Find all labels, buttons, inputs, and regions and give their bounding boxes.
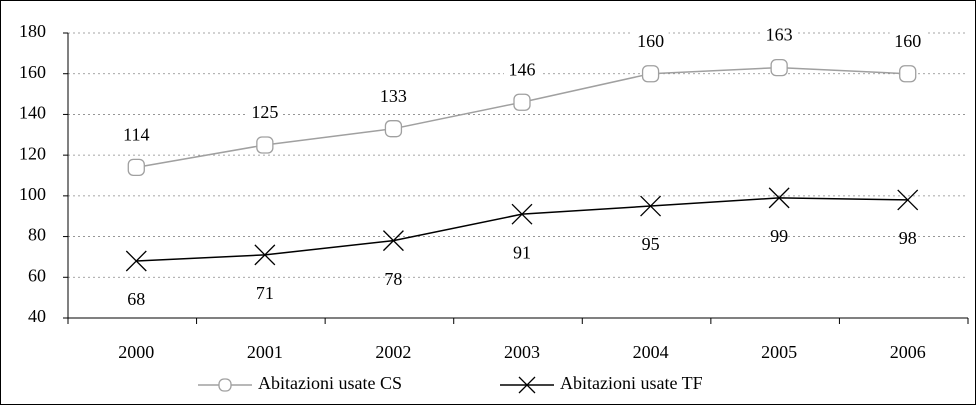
marker bbox=[640, 195, 662, 217]
marker bbox=[256, 136, 274, 154]
y-tick-label: 180 bbox=[19, 21, 46, 41]
data-label: 125 bbox=[251, 102, 278, 122]
legend-label: Abitazioni usate TF bbox=[560, 373, 703, 393]
data-label-bg bbox=[504, 60, 540, 83]
data-label-bg bbox=[375, 86, 412, 109]
marker bbox=[518, 376, 536, 394]
marker bbox=[768, 187, 790, 209]
y-tick-label: 140 bbox=[19, 103, 46, 123]
data-label-bg bbox=[118, 125, 155, 148]
marker bbox=[218, 378, 232, 392]
x-tick-label: 2002 bbox=[375, 342, 411, 362]
x-tick-label: 2006 bbox=[890, 342, 926, 362]
data-label-bg bbox=[889, 31, 926, 54]
data-label: 160 bbox=[894, 31, 921, 51]
marker bbox=[641, 65, 660, 83]
marker bbox=[382, 230, 404, 252]
x-tick-label: 2004 bbox=[633, 342, 669, 362]
data-label: 78 bbox=[384, 269, 402, 289]
y-tick-label: 40 bbox=[28, 306, 46, 326]
marker bbox=[511, 203, 533, 225]
marker bbox=[513, 93, 531, 111]
data-label-bg bbox=[246, 102, 283, 125]
legend-item: Abitazioni usate CS bbox=[198, 373, 402, 393]
data-label: 163 bbox=[766, 25, 793, 45]
x-tick-label: 2001 bbox=[247, 342, 283, 362]
data-label: 98 bbox=[899, 228, 917, 248]
y-tick-label: 160 bbox=[19, 62, 46, 82]
marker bbox=[897, 189, 919, 211]
marker bbox=[384, 120, 403, 138]
data-label: 146 bbox=[509, 59, 536, 79]
data-label: 114 bbox=[123, 124, 149, 144]
data-label: 91 bbox=[513, 242, 531, 262]
legend-label: Abitazioni usate CS bbox=[258, 373, 402, 393]
legend-item: Abitazioni usate TF bbox=[500, 373, 703, 394]
data-label: 99 bbox=[770, 226, 788, 246]
y-tick-label: 100 bbox=[19, 184, 46, 204]
data-label: 95 bbox=[642, 234, 660, 254]
data-label-bg bbox=[632, 31, 669, 54]
y-tick-label: 80 bbox=[28, 225, 46, 245]
data-label: 133 bbox=[380, 86, 407, 106]
y-tick-label: 60 bbox=[28, 265, 46, 285]
data-label: 71 bbox=[256, 283, 274, 303]
x-tick-label: 2005 bbox=[761, 342, 797, 362]
marker bbox=[254, 244, 276, 266]
y-tick-label: 120 bbox=[19, 143, 46, 163]
x-tick-label: 2000 bbox=[118, 342, 154, 362]
marker bbox=[127, 158, 145, 177]
data-label: 68 bbox=[127, 289, 145, 309]
marker bbox=[770, 58, 788, 77]
x-tick-label: 2003 bbox=[504, 342, 540, 362]
marker bbox=[125, 250, 147, 272]
data-label: 160 bbox=[637, 31, 664, 51]
data-label-bg bbox=[761, 25, 798, 48]
marker bbox=[899, 65, 917, 83]
